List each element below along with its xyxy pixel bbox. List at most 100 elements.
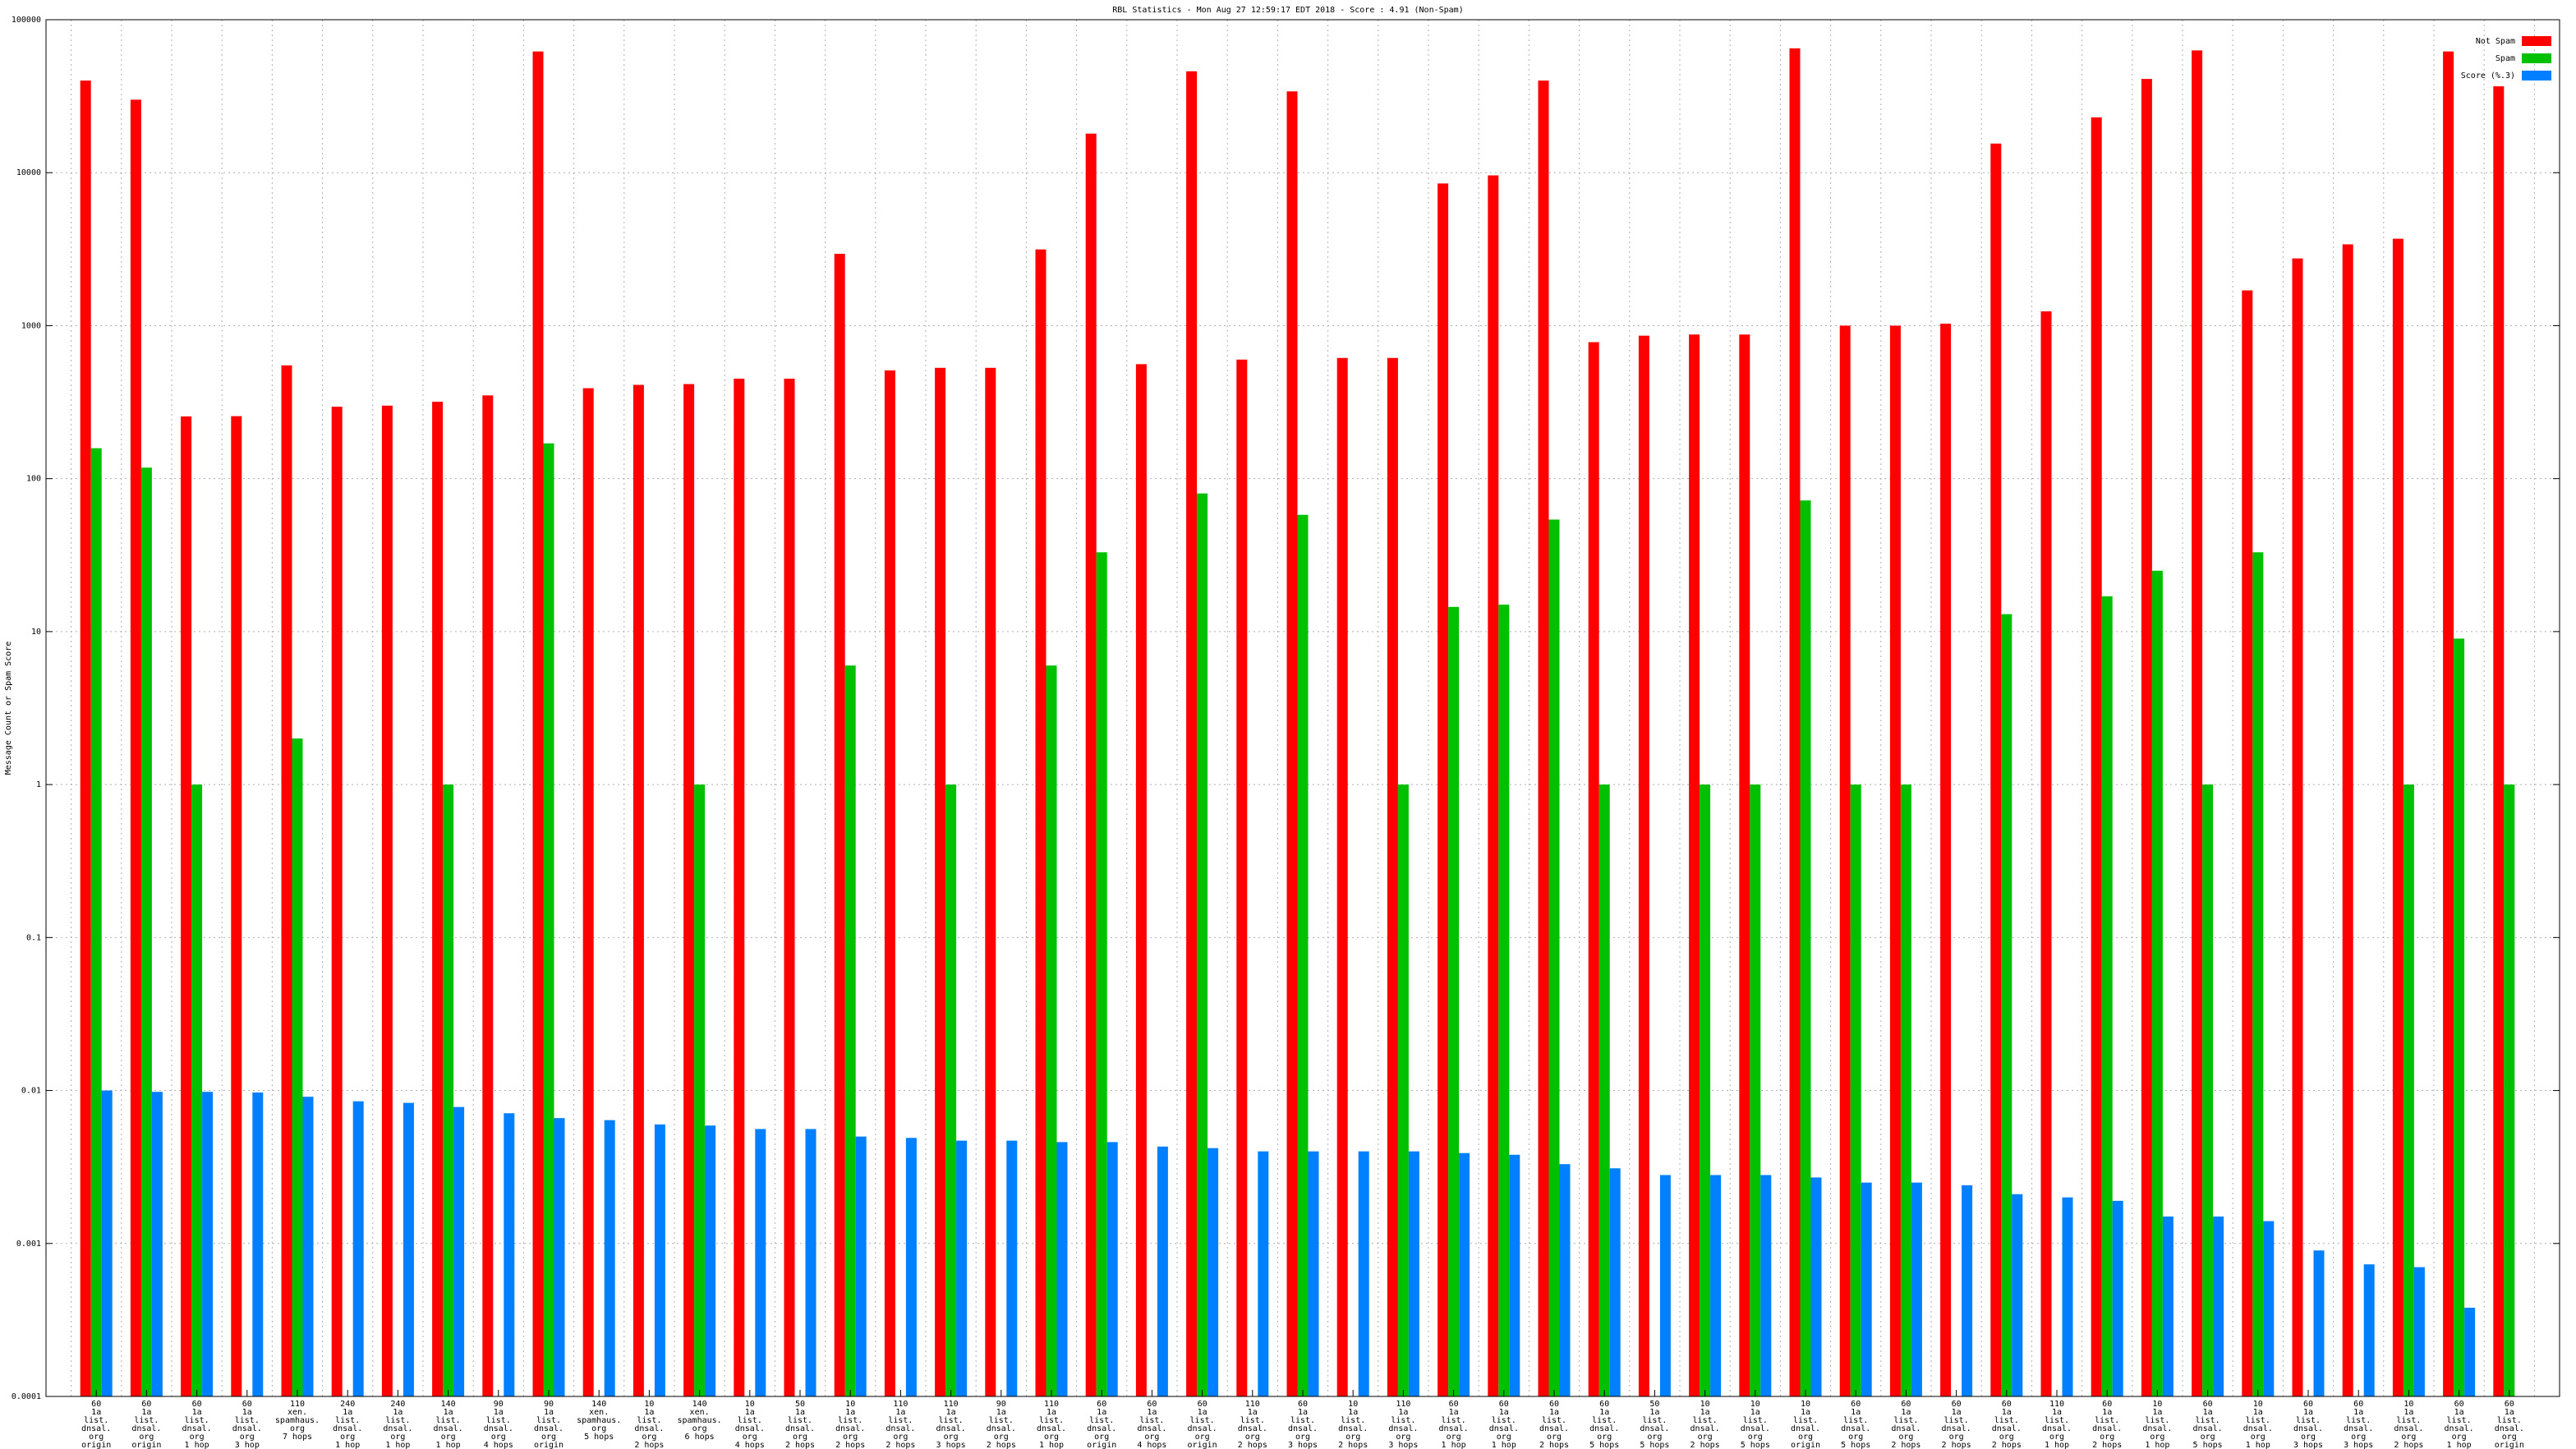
legend-swatch [2522,53,2551,63]
x-tick-label-line: list. [1442,1416,1466,1425]
x-tick-label-line: org [944,1433,959,1442]
x-tick-label: 10 1a list. dnsal. org 2 hops [835,1400,865,1449]
x-tick-label-line: 240 [340,1400,355,1409]
x-tick-label-line: 2 hops [2092,1441,2122,1449]
x-tick-label-line: list. [1190,1416,1215,1425]
x-tick-label-line: 10 [745,1400,755,1409]
y-tick-label: 10 [31,628,41,637]
x-tick-label-line: list. [2447,1416,2472,1425]
x-tick-label-line: dnsal. [484,1424,513,1433]
x-tick-label-line: org [1898,1433,1913,1442]
x-tick-label-line: origin [131,1441,161,1449]
x-tick-label-line: dnsal. [1589,1424,1619,1433]
bar [2213,1216,2224,1396]
x-tick-label-line: 1 hop [2045,1441,2069,1449]
x-tick-label-line: org [390,1433,405,1442]
bar [1397,784,1409,1396]
x-tick-label-line: 3 hops [1388,1441,1418,1449]
bar [734,379,745,1397]
bar [2141,79,2152,1396]
x-tick-label-line: dnsal. [1338,1424,1368,1433]
x-tick-label-line: 1a [2102,1408,2112,1417]
bar [2392,238,2404,1396]
x-tick-label-line: org [2150,1433,2164,1442]
x-tick-label-line: 90 [996,1400,1006,1409]
x-tick-label-line: org [491,1433,506,1442]
bar [956,1140,968,1396]
x-tick-label-line: 10 [2253,1400,2263,1409]
x-tick-label-line: list. [2095,1416,2119,1425]
x-tick-label: 110 1a list. dnsal. org 1 hop [2042,1400,2072,1449]
bar [2454,638,2465,1396]
x-tick-label-line: 1 hop [2246,1441,2270,1449]
bar [381,405,393,1396]
x-tick-label-line: origin [1087,1441,1116,1449]
x-tick-label-line: dnsal. [2092,1424,2122,1433]
x-tick-label-line: org [2100,1433,2114,1442]
x-tick-label-line: 10 [1348,1400,1358,1409]
x-tick-label: 110 1a list. dnsal. org 2 hops [886,1400,915,1449]
x-tick-label-line: dnsal. [1841,1424,1870,1433]
x-tick-label-line: org [1547,1433,1562,1442]
x-tick-label-line: list. [838,1416,862,1425]
x-tick-label-line: 1a [544,1408,554,1417]
bar [632,384,644,1396]
x-tick-label-line: list. [1793,1416,1818,1425]
bar [1659,1175,1671,1396]
x-tick-label-line: 50 [1649,1400,1659,1409]
bar [1286,91,1298,1397]
bar [2263,1221,2275,1396]
x-tick-label-line: org [1999,1433,2014,1442]
x-tick-label-line: list. [2246,1416,2270,1425]
x-tick-label-line: org [591,1424,606,1433]
x-tick-label-line: 2 hops [886,1441,915,1449]
bar [784,379,795,1397]
x-tick-label-line: 140 [441,1400,456,1409]
bar [2363,1264,2375,1396]
x-tick-label-line: 2 hops [1338,1441,1368,1449]
x-tick-label-line: dnsal. [2042,1424,2072,1433]
x-tick-label-line: 1a [946,1408,956,1417]
x-tick-label-line: 1a [1599,1408,1609,1417]
x-tick-label-line: dnsal. [835,1424,865,1433]
x-tick-label-line: org [2452,1433,2467,1442]
bar [281,365,292,1396]
x-tick-label-line: list. [1642,1416,1667,1425]
bar [90,448,102,1396]
x-tick-label-line: 60 [1599,1400,1609,1409]
y-tick-label: 0.0001 [12,1392,41,1401]
x-tick-label-line: 60 [2002,1400,2012,1409]
bar [1962,1184,1973,1396]
bar [1739,334,1750,1396]
x-tick-label-line: 110 [1044,1400,1059,1409]
x-tick-label-line: org [843,1433,858,1442]
x-tick-label-line: dnsal. [1791,1424,1820,1433]
x-tick-label-line: 1 hop [436,1441,461,1449]
bar [2292,258,2303,1397]
legend-label: Not Spam [2476,37,2515,46]
x-tick-label-line: 5 hops [1741,1441,1770,1449]
x-tick-label-line: dnsal. [1992,1424,2022,1433]
bar [694,784,706,1396]
x-tick-label-line: org [1396,1433,1410,1442]
bar [1308,1151,1319,1396]
x-tick-label-line: list. [235,1416,260,1425]
x-tick-label-line: 3 hops [1288,1441,1318,1449]
x-tick-label-line: list. [989,1416,1014,1425]
bar [844,665,856,1396]
chart-title: RBL Statistics - Mon Aug 27 12:59:17 EDT… [1112,6,1463,15]
x-tick-label-line: 6 hops [685,1433,715,1442]
x-tick-label-line: 2 hops [2394,1441,2423,1449]
x-tick-label-line: org [1195,1433,1210,1442]
bar [2101,596,2113,1396]
x-tick-label: 60 1a list. dnsal. org origin [131,1400,161,1449]
x-tick-label-line: 2 hops [1690,1441,1720,1449]
x-tick-label-line: 60 [2203,1400,2213,1409]
x-tick-label-line: 5 hops [1640,1441,1669,1449]
x-tick-label: 60 1a list. dnsal. org 1 hop [182,1400,212,1449]
x-tick-label-line: 1a [1398,1408,1408,1417]
bar [805,1129,816,1396]
x-tick-label-line: 60 [1549,1400,1559,1409]
bar [1839,325,1851,1396]
bar [2504,784,2515,1396]
